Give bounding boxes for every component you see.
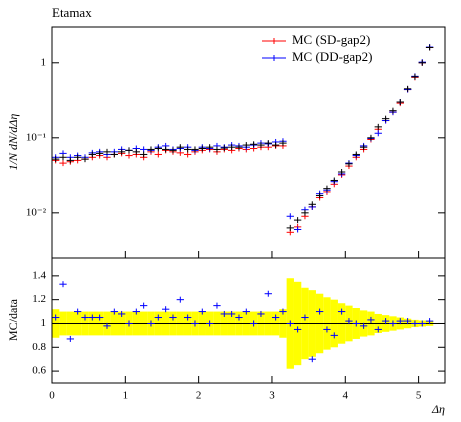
ratio-axis-label: MC/data — [6, 298, 20, 341]
y-tick-label: 0.8 — [32, 341, 46, 353]
x-tick-label: 3 — [269, 390, 275, 402]
y-tick-label: 10⁻² — [26, 206, 47, 218]
x-tick-label: 4 — [343, 390, 349, 402]
y-tick-label: 1 — [41, 317, 47, 329]
plot-frame — [51, 257, 446, 384]
x-tick-label: 1 — [123, 390, 129, 402]
x-tick-label: 5 — [416, 390, 422, 402]
y-tick-label: 10⁻¹ — [26, 131, 46, 143]
y-tick-label: 0.6 — [32, 365, 46, 377]
legend-label: MC (DD-gap2) — [292, 49, 373, 64]
x-tick-label: 2 — [196, 390, 202, 402]
chart-title: Etamax — [52, 5, 92, 20]
y-tick-label: 1 — [41, 56, 47, 68]
x-tick-label: 0 — [49, 390, 55, 402]
y-tick-label: 1.4 — [32, 269, 46, 281]
plot-frame — [51, 26, 446, 259]
legend-label: MC (SD-gap2) — [292, 32, 370, 47]
y-tick-label: 1.2 — [32, 293, 46, 305]
y-axis-label: 1/N dN/dΔη — [6, 114, 20, 171]
x-axis-label: Δη — [431, 402, 445, 416]
